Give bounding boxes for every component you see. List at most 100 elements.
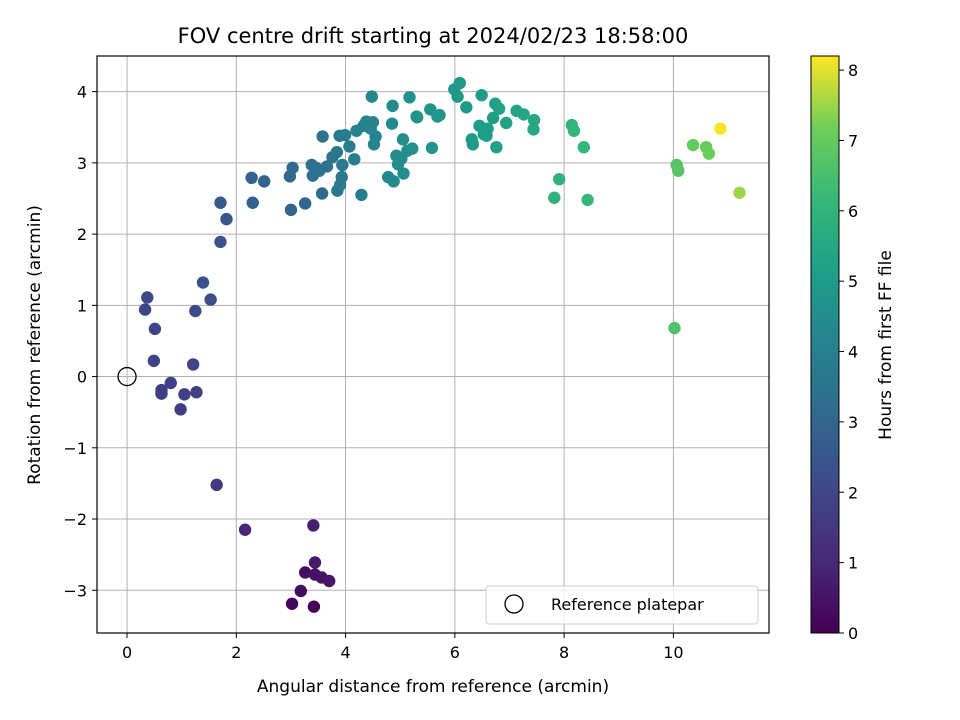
x-tick-label: 6 bbox=[450, 643, 460, 662]
data-point bbox=[155, 383, 168, 397]
data-point bbox=[214, 235, 227, 249]
data-point bbox=[385, 117, 399, 130]
data-point bbox=[210, 478, 223, 492]
chart-title: FOV centre drift starting at 2024/02/23 … bbox=[178, 24, 689, 48]
y-tick-label: 0 bbox=[77, 368, 87, 387]
y-tick-label: 4 bbox=[77, 83, 87, 102]
y-tick-label: −3 bbox=[63, 581, 87, 600]
colorbar-tick-label: 8 bbox=[848, 61, 858, 80]
data-point bbox=[320, 160, 334, 173]
data-point bbox=[527, 113, 541, 127]
data-point bbox=[451, 90, 464, 103]
legend-marker-reference bbox=[504, 594, 524, 614]
x-tick-label: 8 bbox=[559, 643, 569, 662]
data-point bbox=[322, 574, 336, 588]
colorbar-tick-label: 7 bbox=[848, 131, 858, 150]
data-point bbox=[466, 138, 480, 151]
data-point bbox=[406, 142, 419, 155]
data-point bbox=[387, 175, 400, 188]
data-point bbox=[425, 141, 439, 155]
data-point bbox=[164, 376, 177, 390]
data-point bbox=[335, 170, 348, 184]
legend: Reference platepar bbox=[485, 585, 759, 625]
data-point bbox=[285, 597, 299, 610]
data-point bbox=[481, 122, 494, 135]
data-point bbox=[338, 128, 352, 142]
colorbar: 0 1 2 3 4 5 6 7 8 Hours from first FF file bbox=[810, 55, 896, 643]
y-tick-label: −2 bbox=[63, 510, 87, 529]
data-point bbox=[307, 519, 320, 532]
data-point bbox=[475, 88, 488, 102]
y-axis-label: Rotation from reference (arcmin) bbox=[25, 205, 45, 485]
data-point bbox=[141, 291, 154, 304]
data-point bbox=[284, 203, 298, 217]
data-point bbox=[714, 122, 727, 135]
data-point bbox=[204, 293, 217, 306]
x-axis-ticks: 0 2 4 6 8 10 bbox=[122, 633, 684, 662]
data-point bbox=[403, 91, 416, 104]
data-point bbox=[396, 133, 410, 146]
data-point bbox=[567, 124, 581, 137]
colorbar-tick-label: 4 bbox=[848, 343, 858, 362]
data-point bbox=[343, 140, 356, 153]
x-tick-label: 2 bbox=[231, 643, 241, 662]
data-point bbox=[147, 354, 161, 368]
plot-area bbox=[96, 55, 770, 634]
data-point bbox=[298, 197, 312, 210]
data-point bbox=[186, 358, 200, 371]
data-point bbox=[196, 276, 210, 289]
data-point bbox=[246, 196, 259, 209]
data-point bbox=[316, 130, 329, 143]
colorbar-tick-label: 1 bbox=[848, 554, 858, 573]
data-point bbox=[178, 388, 191, 401]
data-point bbox=[336, 158, 349, 172]
colorbar-tick-label: 6 bbox=[848, 202, 858, 221]
data-point bbox=[315, 187, 329, 200]
colorbar-tick-label: 5 bbox=[848, 272, 858, 291]
x-tick-label: 0 bbox=[122, 643, 132, 662]
data-point bbox=[527, 123, 540, 136]
data-point bbox=[733, 186, 746, 199]
data-point bbox=[238, 523, 252, 536]
colorbar-tick-label: 2 bbox=[848, 483, 858, 502]
data-point bbox=[672, 164, 685, 177]
data-point bbox=[386, 99, 399, 113]
reference-marker bbox=[117, 366, 137, 387]
colorbar-label: Hours from first FF file bbox=[876, 250, 896, 440]
x-tick-label: 10 bbox=[663, 643, 683, 662]
data-point bbox=[367, 138, 381, 151]
data-point bbox=[453, 76, 466, 90]
data-point bbox=[500, 116, 513, 130]
data-point bbox=[286, 161, 299, 175]
data-point bbox=[553, 173, 566, 186]
data-point bbox=[410, 111, 424, 124]
y-axis-ticks: −3 −2 −1 0 1 2 3 4 bbox=[63, 83, 97, 600]
data-point bbox=[365, 90, 379, 103]
data-point bbox=[668, 321, 681, 335]
x-tick-label: 4 bbox=[340, 643, 350, 662]
data-point bbox=[308, 556, 322, 569]
data-point bbox=[490, 140, 503, 154]
data-point bbox=[517, 108, 530, 121]
x-axis-label: Angular distance from reference (arcmin) bbox=[257, 677, 609, 697]
data-point bbox=[366, 116, 380, 129]
colorbar-ticks: 0 1 2 3 4 5 6 7 8 bbox=[839, 61, 858, 643]
data-point bbox=[190, 386, 203, 399]
data-point bbox=[355, 188, 368, 202]
data-point bbox=[433, 108, 446, 122]
data-point bbox=[397, 167, 410, 180]
colorbar-tick-label: 3 bbox=[848, 413, 858, 432]
y-tick-label: −1 bbox=[63, 439, 87, 458]
data-point bbox=[577, 140, 590, 154]
y-tick-label: 2 bbox=[77, 225, 87, 244]
data-point bbox=[492, 102, 506, 115]
data-point bbox=[189, 304, 202, 318]
data-point bbox=[298, 566, 312, 579]
data-point bbox=[257, 175, 271, 188]
data-point bbox=[581, 193, 594, 207]
data-point bbox=[307, 600, 321, 613]
data-point bbox=[486, 111, 500, 125]
data-point bbox=[702, 147, 716, 160]
data-point bbox=[220, 212, 233, 226]
